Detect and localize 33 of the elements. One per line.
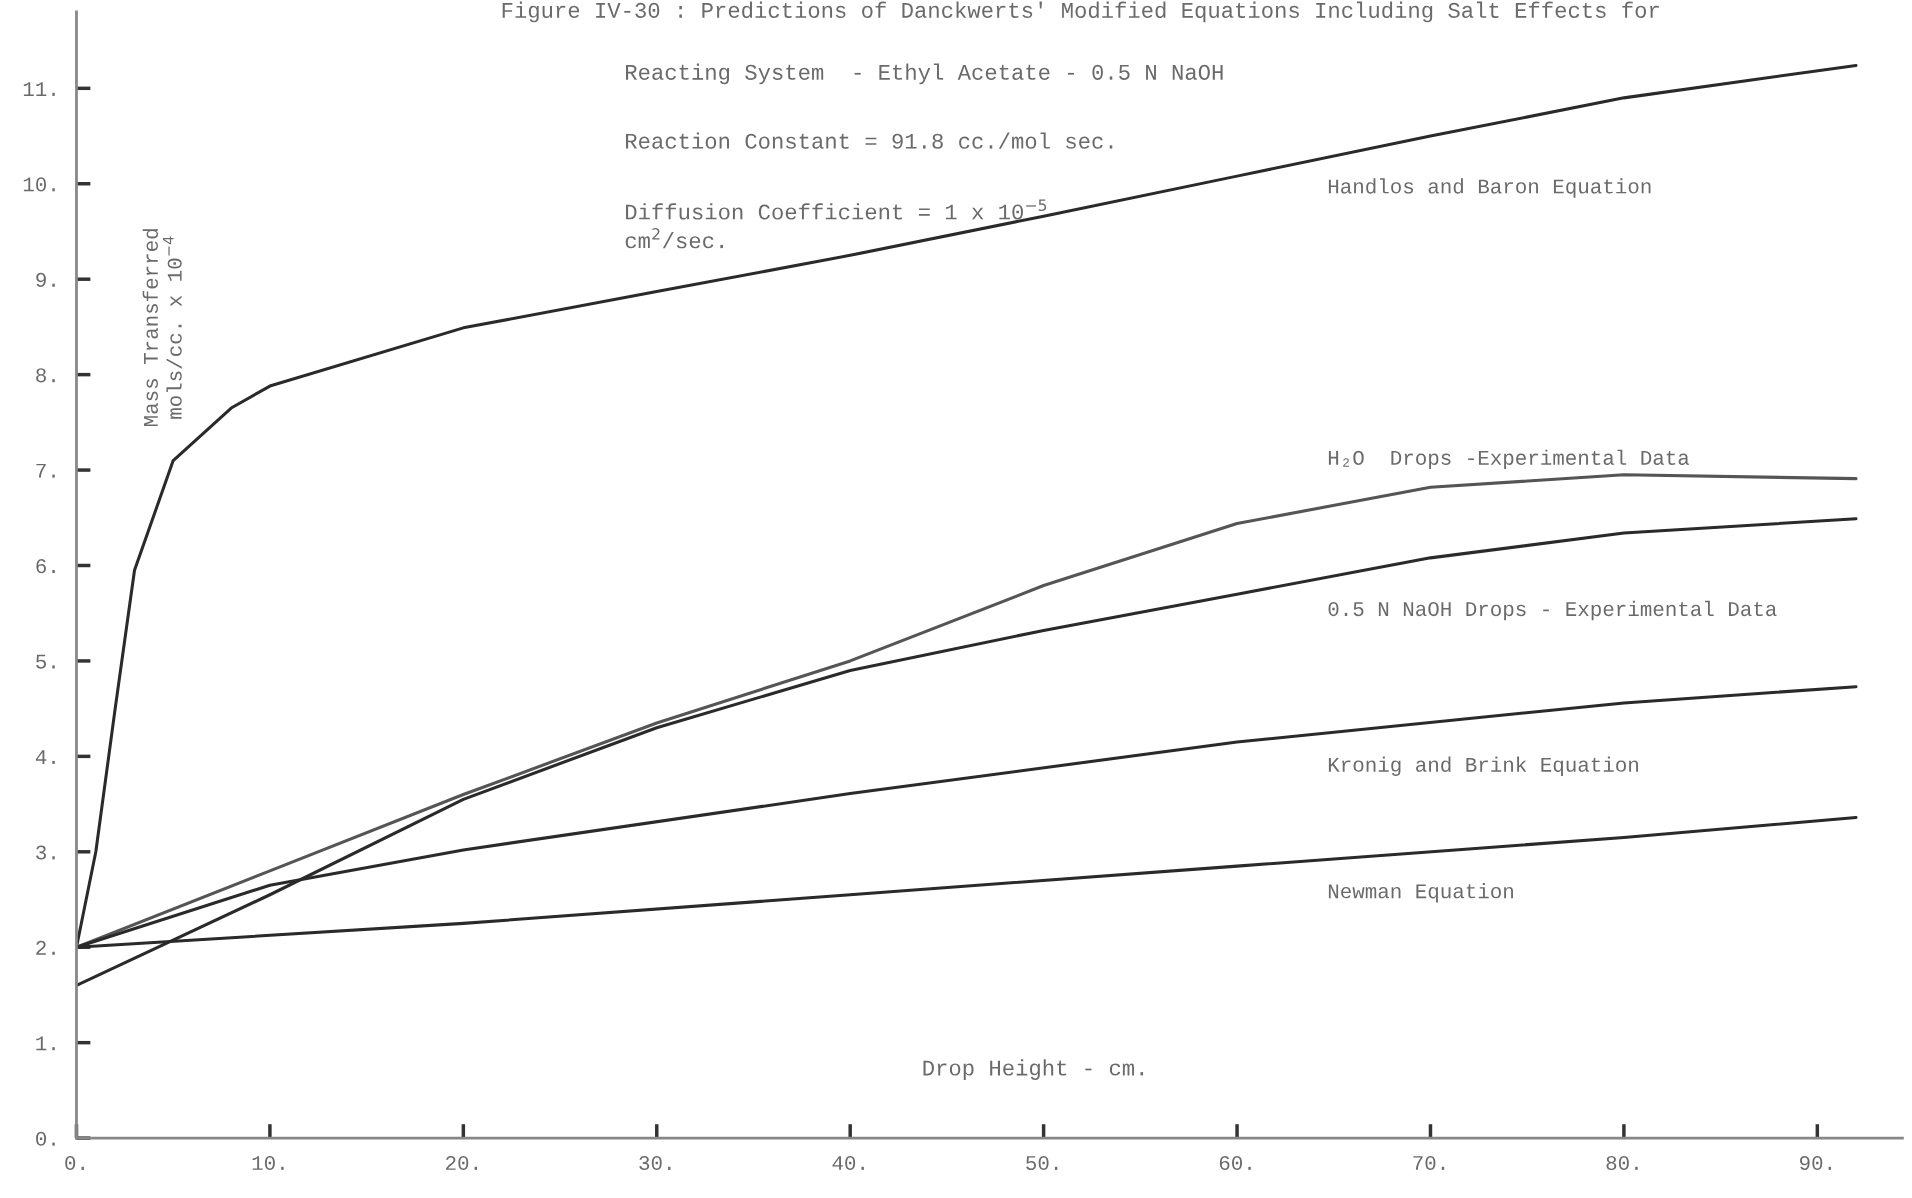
x-tick-label: 90. <box>1800 1155 1832 1171</box>
x-tick-label: 70. <box>1413 1155 1445 1171</box>
x-tick-label: 0. <box>65 1155 84 1171</box>
y-tick-label: 9. <box>36 272 55 287</box>
y-tick-label: 10. <box>23 177 55 192</box>
y-tick-label: 5. <box>36 654 55 669</box>
y-tick-label: 8. <box>36 368 55 383</box>
y-tick-label: 1. <box>36 1036 55 1051</box>
x-axis-title: Drop Height - cm. <box>923 1059 1144 1080</box>
x-tick-label: 10. <box>252 1155 284 1171</box>
x-tick-label: 40. <box>832 1155 864 1171</box>
text: Diffusion Coefficient = 1 x 10$^{−5}$ cm$^{2}$/sec. <box>625 199 1047 249</box>
chart-title: Figure IV-30 : Predictions of Danckwerts' Modified Equations Including Salt Effects for <box>502 1 1659 23</box>
series-label: 0.5 N NaOH Drops - Experimental Data <box>1328 600 1777 621</box>
x-tick-label: 30. <box>639 1155 671 1171</box>
x-tick-label: 50. <box>1026 1155 1058 1171</box>
y-tick-label: 3. <box>36 845 55 860</box>
series-label: Handlos and Baron Equation <box>1328 178 1651 198</box>
x-tick-label: 20. <box>446 1155 478 1171</box>
series-label: Newman Equation <box>1328 883 1513 903</box>
y-tick-label: 7. <box>36 463 55 478</box>
y-tick-label: 11. <box>23 82 55 96</box>
series-label: Kronig and Brink Equation <box>1328 756 1638 776</box>
y-tick-label: 2. <box>36 940 55 955</box>
y-axis-title: Mass Transferred mols/cc. x 10$^{−4}$ <box>142 229 182 427</box>
y-tick-label: 6. <box>36 559 55 574</box>
annotation: Reaction Constant = 91.8 cc./mol sec. <box>626 132 1113 149</box>
text: Reacting System - Ethyl Acetate - 0.5 N NaOH <box>626 63 1223 85</box>
series-label: H₂O Drops -Experimental Data <box>1328 449 1690 470</box>
x-tick-label: 80. <box>1606 1155 1638 1171</box>
x-tick-label: 60. <box>1219 1155 1251 1171</box>
y-tick-label: 0. <box>36 1131 55 1146</box>
y-tick-label: 4. <box>35 750 55 764</box>
